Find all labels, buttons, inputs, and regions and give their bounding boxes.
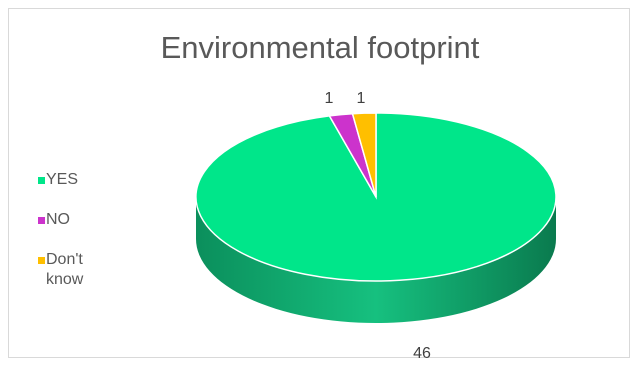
chart-title: Environmental footprint [160, 30, 480, 65]
legend-swatch-yes [38, 177, 45, 184]
pie-labels: 46 1 1 [325, 90, 431, 362]
pie-slice-dont-know [351, 112, 377, 198]
legend-swatch-dont-know [38, 257, 45, 264]
data-label-yes: 46 [413, 345, 431, 362]
data-label-no: 1 [325, 90, 334, 107]
legend-label-yes: YES [46, 171, 79, 188]
legend-label-no: NO [46, 211, 70, 228]
data-label-dont-know: 1 [357, 90, 366, 107]
legend-item-dont-know: Don't know [30, 250, 130, 290]
legend-item-no: NO [30, 210, 130, 250]
legend-item-yes: YES [30, 170, 130, 210]
pie-top [195, 112, 557, 282]
pie-side [196, 197, 556, 323]
legend-label-dont-know: Don't know [46, 251, 84, 288]
pie-side-yes [196, 197, 556, 323]
legend: YES NO Don't know [30, 170, 130, 290]
legend-swatch-no [38, 217, 45, 224]
